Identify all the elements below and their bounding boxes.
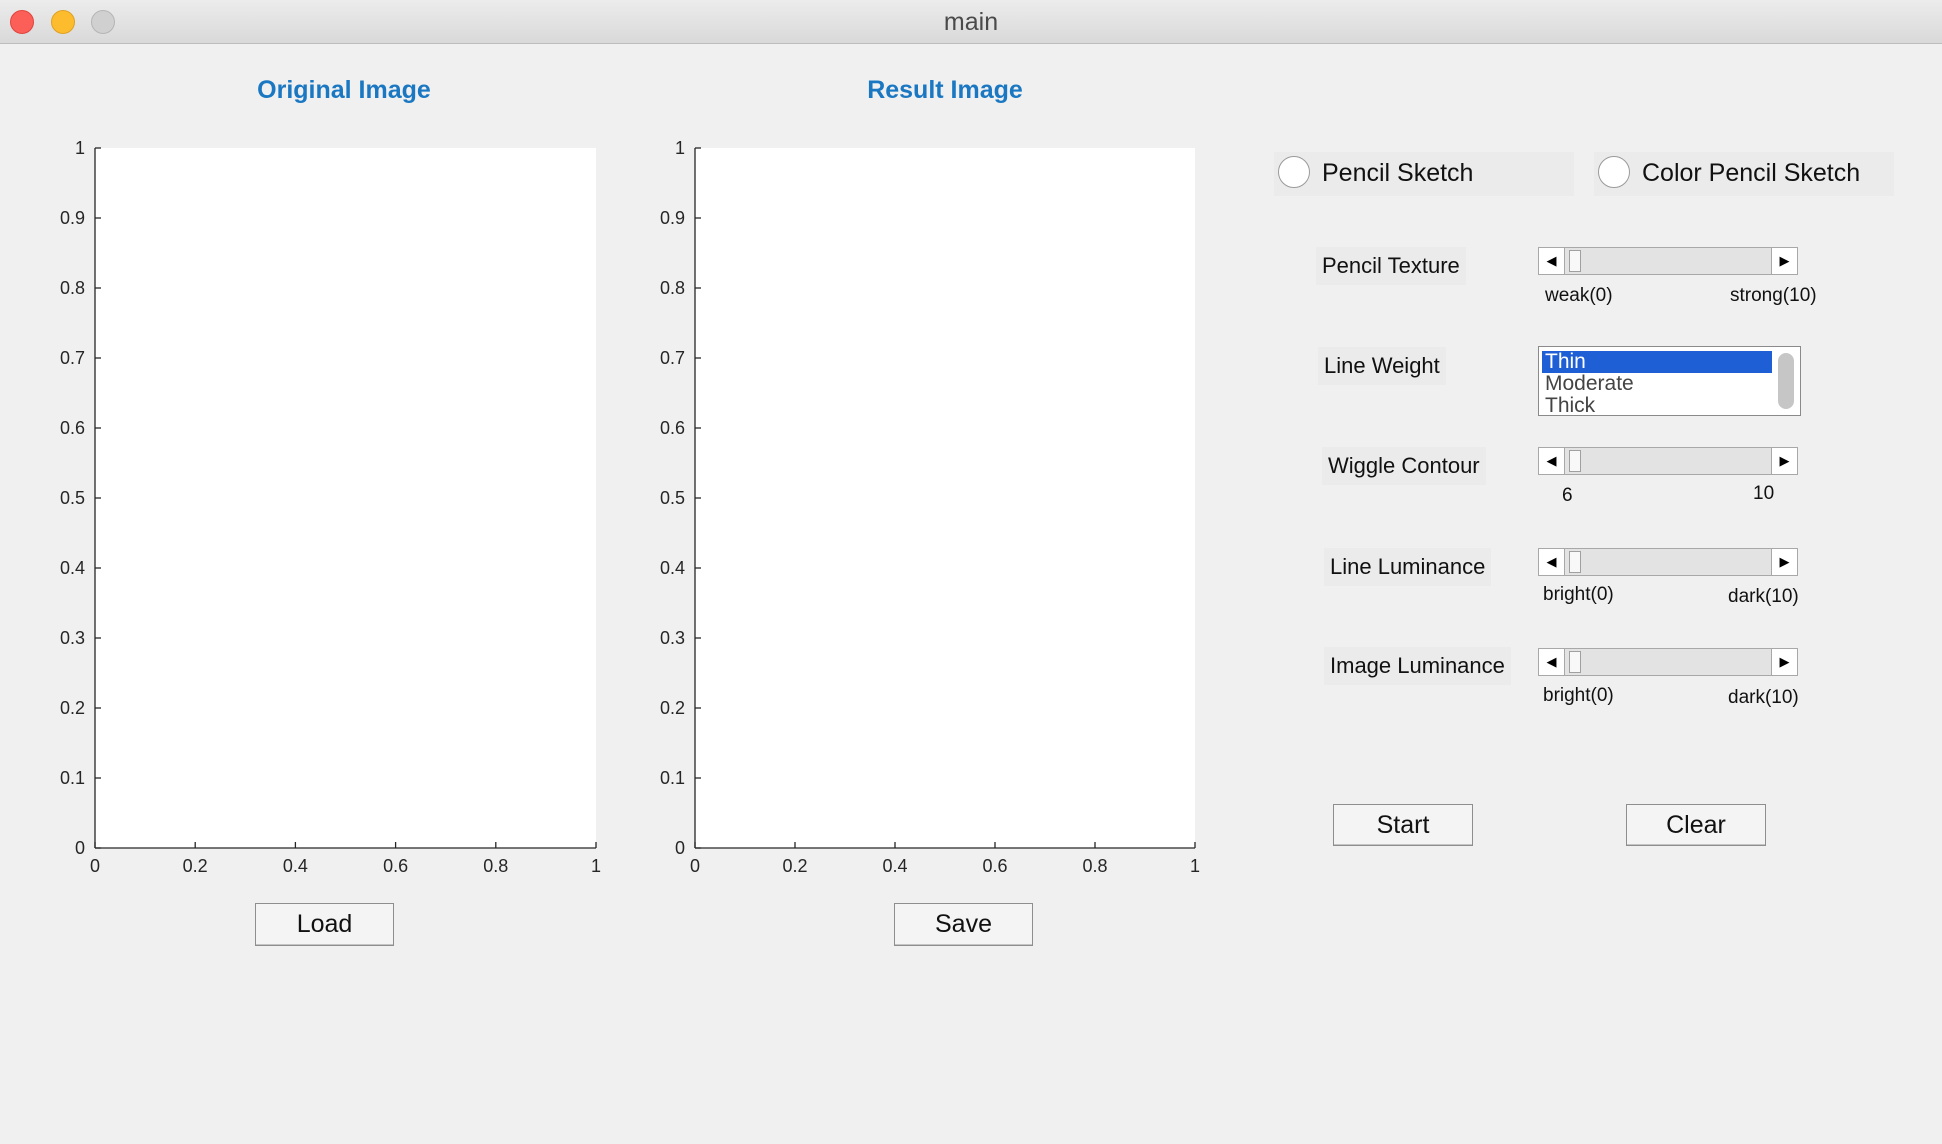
slider-left-arrow-icon[interactable]: ◀ xyxy=(1539,448,1565,474)
y-tick-label: 0.5 xyxy=(60,488,85,508)
line-weight-label: Line Weight xyxy=(1318,347,1446,385)
listbox-scrollbar[interactable] xyxy=(1778,353,1794,409)
x-tick-label: 1 xyxy=(1190,856,1200,876)
list-item[interactable]: Moderate xyxy=(1545,372,1634,395)
line-luminance-min-label: bright(0) xyxy=(1543,584,1614,605)
radio-pencil-sketch[interactable]: Pencil Sketch xyxy=(1274,152,1574,196)
x-tick-label: 0 xyxy=(90,856,100,876)
slider-thumb[interactable] xyxy=(1569,651,1581,673)
result-image-axes: 0 0.2 0.4 0.6 0.8 1 0 0.1 0.2 0.3 0.4 0.5 0.6 0.7 0.8 0… xyxy=(660,138,1200,876)
x-tick-label: 1 xyxy=(591,856,601,876)
y-tick-label: 0.1 xyxy=(60,768,85,788)
y-tick-label: 0.3 xyxy=(660,628,685,648)
y-tick-label: 0.7 xyxy=(660,348,685,368)
radio-circle-icon[interactable] xyxy=(1278,156,1310,188)
pencil-texture-max-label: strong(10) xyxy=(1730,285,1817,306)
radio-color-pencil-sketch-label: Color Pencil Sketch xyxy=(1642,159,1861,187)
y-tick-label: 0.2 xyxy=(60,698,85,718)
zoom-button[interactable] xyxy=(91,10,115,34)
image-luminance-max-label: dark(10) xyxy=(1728,687,1799,708)
slider-left-arrow-icon[interactable]: ◀ xyxy=(1539,649,1565,675)
radio-color-pencil-sketch[interactable]: Color Pencil Sketch xyxy=(1594,152,1894,196)
y-tick-label: 0.6 xyxy=(60,418,85,438)
plot-area xyxy=(95,148,596,848)
wiggle-contour-min-label: 6 xyxy=(1562,485,1573,506)
line-luminance-slider[interactable]: ◀ ▶ xyxy=(1538,548,1798,576)
x-tick-label: 0.6 xyxy=(383,856,408,876)
line-luminance-max-label: dark(10) xyxy=(1728,586,1799,607)
slider-left-arrow-icon[interactable]: ◀ xyxy=(1539,248,1565,274)
y-tick-label: 0 xyxy=(675,838,685,858)
x-tick-label: 0.2 xyxy=(782,856,807,876)
image-luminance-min-label: bright(0) xyxy=(1543,685,1614,706)
pencil-texture-min-label: weak(0) xyxy=(1545,285,1613,306)
y-tick-label: 0.9 xyxy=(660,208,685,228)
clear-button[interactable]: Clear xyxy=(1626,804,1766,846)
original-image-title: Original Image xyxy=(257,76,431,104)
title-bar[interactable]: main xyxy=(0,0,1942,44)
slider-right-arrow-icon[interactable]: ▶ xyxy=(1771,549,1797,575)
y-tick-label: 1 xyxy=(675,138,685,158)
y-tick-label: 0 xyxy=(75,838,85,858)
wiggle-contour-slider[interactable]: ◀ ▶ xyxy=(1538,447,1798,475)
slider-right-arrow-icon[interactable]: ▶ xyxy=(1771,448,1797,474)
window-title: main xyxy=(943,8,999,36)
y-tick-label: 0.2 xyxy=(660,698,685,718)
line-luminance-label: Line Luminance xyxy=(1324,548,1492,586)
wiggle-contour-max-label: 10 xyxy=(1753,483,1775,504)
y-tick-label: 1 xyxy=(75,138,85,158)
slider-right-arrow-icon[interactable]: ▶ xyxy=(1771,649,1797,675)
y-tick-label: 0.4 xyxy=(660,558,685,578)
x-tick-label: 0.6 xyxy=(982,856,1007,876)
save-button[interactable]: Save xyxy=(894,903,1033,946)
y-tick-label: 0.3 xyxy=(60,628,85,648)
x-tick-label: 0.2 xyxy=(183,856,208,876)
slider-left-arrow-icon[interactable]: ◀ xyxy=(1539,549,1565,575)
line-weight-listbox[interactable]: Thin Moderate Thick xyxy=(1538,346,1801,416)
y-tick-label: 0.8 xyxy=(660,278,685,298)
original-image-axes: 0 0.2 0.4 0.6 0.8 1 0 0.1 0.2 0.3 0.4 0.5 0.6 0.7 0.8 0… xyxy=(60,138,601,876)
wiggle-contour-label: Wiggle Contour xyxy=(1322,447,1486,485)
x-tick-label: 0 xyxy=(690,856,700,876)
radio-pencil-sketch-label: Pencil Sketch xyxy=(1322,159,1474,187)
y-tick-label: 0.9 xyxy=(60,208,85,228)
y-tick-label: 0.8 xyxy=(60,278,85,298)
y-tick-label: 0.5 xyxy=(660,488,685,508)
plot-area xyxy=(695,148,1195,848)
slider-thumb[interactable] xyxy=(1569,250,1581,272)
load-button[interactable]: Load xyxy=(255,903,394,946)
radio-circle-icon[interactable] xyxy=(1598,156,1630,188)
y-tick-label: 0.6 xyxy=(660,418,685,438)
minimize-button[interactable] xyxy=(51,10,75,34)
image-luminance-slider[interactable]: ◀ ▶ xyxy=(1538,648,1798,676)
y-tick-label: 0.4 xyxy=(60,558,85,578)
start-button[interactable]: Start xyxy=(1333,804,1473,846)
x-tick-label: 0.8 xyxy=(1082,856,1107,876)
slider-thumb[interactable] xyxy=(1569,551,1581,573)
x-tick-label: 0.8 xyxy=(483,856,508,876)
list-item[interactable]: Thick xyxy=(1545,394,1596,416)
x-tick-label: 0.4 xyxy=(882,856,907,876)
pencil-texture-label: Pencil Texture xyxy=(1316,247,1466,285)
close-button[interactable] xyxy=(10,10,34,34)
image-luminance-label: Image Luminance xyxy=(1324,647,1511,685)
x-tick-label: 0.4 xyxy=(283,856,308,876)
slider-thumb[interactable] xyxy=(1569,450,1581,472)
y-tick-label: 0.7 xyxy=(60,348,85,368)
list-item[interactable]: Thin xyxy=(1542,351,1772,373)
y-tick-label: 0.1 xyxy=(660,768,685,788)
slider-right-arrow-icon[interactable]: ▶ xyxy=(1771,248,1797,274)
result-image-title: Result Image xyxy=(867,76,1023,104)
pencil-texture-slider[interactable]: ◀ ▶ xyxy=(1538,247,1798,275)
